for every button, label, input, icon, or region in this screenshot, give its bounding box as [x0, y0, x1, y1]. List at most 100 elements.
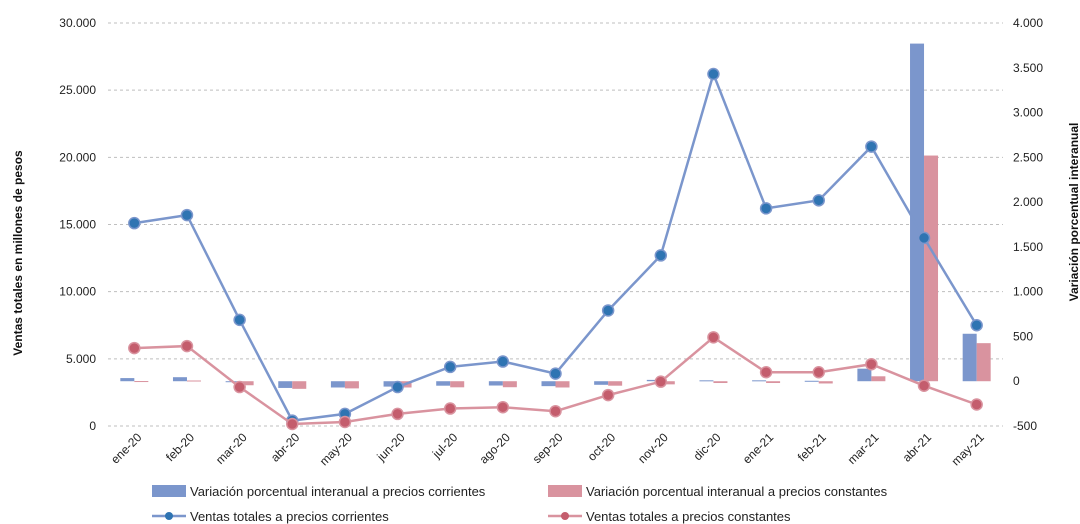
bar — [594, 381, 609, 385]
legend-label: Ventas totales a precios corrientes — [190, 509, 389, 524]
data-point — [812, 194, 825, 207]
bar — [608, 381, 623, 386]
bar — [555, 381, 570, 388]
right-axis-ticks: -500 0 500 1.000 1.500 2.000 2.500 3.000 3.500 4.… — [1013, 16, 1043, 433]
data-point — [496, 400, 510, 414]
data-point — [970, 398, 983, 411]
data-point — [496, 355, 510, 368]
bar — [962, 333, 977, 382]
data-point — [180, 208, 194, 222]
bar — [713, 381, 728, 384]
legend-label: Ventas totales a precios constantes — [586, 509, 791, 524]
bar — [383, 381, 398, 387]
data-point — [759, 202, 773, 215]
x-tick-label: may-20 — [317, 430, 355, 468]
x-tick-label: ene-21 — [740, 430, 777, 467]
right-tick-label: 4.000 — [1013, 16, 1043, 30]
right-tick-label: 2.500 — [1013, 150, 1043, 164]
bar — [120, 378, 135, 382]
lines — [128, 67, 983, 431]
legend-marker — [165, 512, 173, 520]
bar — [766, 381, 781, 384]
left-axis-title: Ventas totales en millones de pesos — [11, 150, 25, 356]
left-tick-label: 5.000 — [66, 352, 96, 366]
right-axis-title: Variación porcentual interanual — [1067, 123, 1080, 302]
data-point — [970, 319, 983, 332]
data-point — [654, 375, 668, 388]
x-tick-label: ago-20 — [477, 430, 514, 467]
right-tick-label: 3.500 — [1013, 61, 1043, 75]
bar — [646, 379, 661, 382]
data-point — [286, 417, 299, 431]
data-point — [917, 231, 931, 245]
data-point — [128, 216, 141, 230]
legend-label: Variación porcentual interanual a precio… — [586, 484, 888, 499]
right-tick-label: -500 — [1013, 419, 1037, 433]
x-axis-ticks: ene-20 feb-20 mar-20 abr-20 may-20 jun-20 jul-… — [108, 430, 987, 468]
left-tick-label: 30.000 — [59, 16, 96, 30]
bar — [330, 381, 345, 388]
data-point — [233, 313, 246, 327]
data-point — [180, 339, 194, 353]
right-tick-label: 3.000 — [1013, 106, 1043, 120]
right-tick-label: 1.000 — [1013, 285, 1043, 299]
bars — [120, 43, 991, 389]
data-point — [865, 357, 878, 371]
x-tick-label: may-21 — [949, 430, 987, 468]
data-point — [812, 366, 825, 379]
data-point — [601, 304, 615, 317]
data-point — [917, 379, 931, 392]
gridlines — [108, 22, 1003, 427]
data-point — [338, 415, 352, 429]
x-tick-label: jun-20 — [373, 430, 407, 464]
x-tick-label: jul-20 — [429, 430, 461, 462]
bar — [450, 381, 465, 388]
x-tick-label: oct-20 — [585, 430, 619, 464]
bar — [186, 380, 201, 382]
data-point — [759, 366, 773, 379]
bar — [804, 380, 819, 382]
bar — [278, 381, 293, 388]
data-point — [601, 388, 615, 402]
x-tick-label: abr-20 — [268, 430, 303, 465]
data-point — [654, 249, 668, 262]
x-tick-label: feb-20 — [163, 430, 197, 464]
right-tick-label: 0 — [1013, 374, 1020, 388]
data-point — [443, 402, 457, 415]
data-point — [233, 380, 246, 394]
x-tick-label: mar-20 — [213, 430, 250, 467]
left-tick-label: 15.000 — [59, 218, 96, 232]
bar — [134, 381, 149, 383]
bar — [910, 43, 925, 382]
bar — [502, 381, 517, 388]
bar — [752, 380, 767, 382]
right-tick-label: 1.500 — [1013, 240, 1043, 254]
data-point — [391, 407, 404, 421]
right-tick-label: 500 — [1013, 329, 1033, 343]
legend-swatch — [152, 485, 186, 497]
bar — [541, 381, 556, 387]
x-tick-label: ene-20 — [108, 430, 145, 467]
right-tick-label: 2.000 — [1013, 195, 1043, 209]
left-tick-label: 25.000 — [59, 83, 96, 97]
x-tick-label: mar-21 — [845, 430, 882, 467]
legend-swatch — [548, 485, 582, 497]
data-point — [865, 140, 878, 153]
bar — [292, 381, 307, 389]
bar — [239, 381, 254, 386]
bar — [660, 381, 675, 385]
left-tick-label: 0 — [89, 419, 96, 433]
bar — [436, 381, 451, 386]
legend-label: Variación porcentual interanual a precio… — [190, 484, 486, 499]
data-point — [549, 404, 562, 418]
data-point — [707, 331, 720, 344]
x-tick-label: feb-21 — [795, 430, 829, 464]
bar — [488, 381, 503, 386]
x-tick-label: nov-20 — [635, 430, 671, 466]
bar — [871, 376, 886, 382]
x-tick-label: dic-20 — [691, 430, 724, 463]
bar — [857, 368, 872, 382]
bar — [924, 155, 939, 382]
x-tick-label: sep-20 — [530, 430, 566, 466]
